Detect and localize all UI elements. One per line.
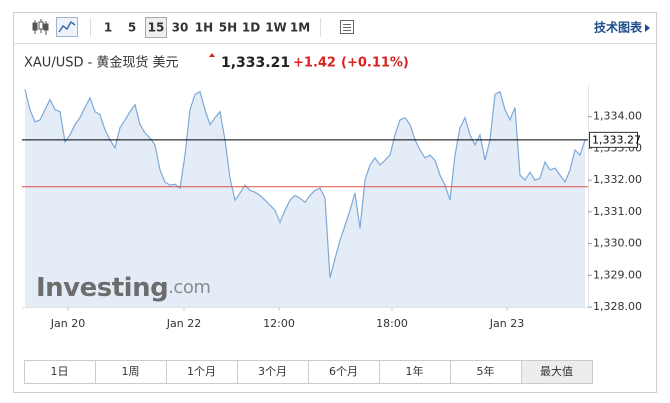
x-tick-label: 18:00 <box>376 317 408 330</box>
link-arrow <box>645 24 650 32</box>
tech-chart-link[interactable]: 技术图表 <box>594 20 643 35</box>
y-tick-label: 1,329.00 <box>593 268 642 281</box>
candle-icon[interactable] <box>32 19 49 35</box>
interval-button[interactable]: 15 <box>148 21 165 35</box>
area <box>25 89 585 308</box>
settings-icon[interactable] <box>340 20 354 34</box>
range-button-bg[interactable] <box>521 360 593 384</box>
y-tick-label: 1,331.00 <box>593 205 642 218</box>
range-button[interactable]: 1个月 <box>187 365 216 378</box>
watermark-brand: Investing <box>36 273 168 303</box>
price: 1,333.21 <box>221 55 290 71</box>
y-tick-label: 1,334.00 <box>593 110 642 123</box>
line <box>24 89 586 278</box>
range-button[interactable]: 1日 <box>51 365 69 378</box>
interval-button[interactable]: 5H <box>219 21 237 35</box>
y-tick-label: 1,328.00 <box>593 300 642 313</box>
symbol: XAU/USD - 黄金现货 美元 <box>24 55 179 71</box>
watermark: Investing.com <box>36 273 210 303</box>
watermark-suffix: .com <box>168 277 210 298</box>
price-label-box <box>589 131 638 148</box>
x-tick-label: Jan 22 <box>166 317 201 330</box>
interval-button[interactable]: 1 <box>104 21 112 35</box>
line-icon[interactable] <box>56 17 78 37</box>
interval-button[interactable]: 1W <box>265 21 287 35</box>
range-button[interactable]: 最大值 <box>540 364 573 378</box>
y-tick-label: 1,332.00 <box>593 173 642 186</box>
change: +1.42 <box>293 56 336 71</box>
y-tick-label: 1,330.00 <box>593 237 642 250</box>
range-button[interactable]: 1周 <box>122 365 140 378</box>
x-tick-label: Jan 23 <box>489 317 524 330</box>
range-button[interactable]: 1年 <box>406 364 424 378</box>
range-button[interactable]: 3个月 <box>258 365 287 378</box>
range-button[interactable]: 5年 <box>477 364 495 378</box>
interval-selected-bg <box>145 17 167 38</box>
price-label: 1,333.27 <box>592 133 641 146</box>
change-pct: (+0.11%) <box>341 56 409 71</box>
interval-button[interactable]: 1M <box>290 21 310 35</box>
up-arrow <box>209 53 215 57</box>
x-tick-label: 12:00 <box>263 317 295 330</box>
interval-button[interactable]: 30 <box>172 21 189 35</box>
range-button[interactable]: 6个月 <box>329 365 358 378</box>
interval-button[interactable]: 1D <box>242 21 260 35</box>
interval-button[interactable]: 5 <box>128 21 136 35</box>
interval-button[interactable]: 1H <box>195 21 213 35</box>
x-tick-label: Jan 20 <box>50 317 85 330</box>
